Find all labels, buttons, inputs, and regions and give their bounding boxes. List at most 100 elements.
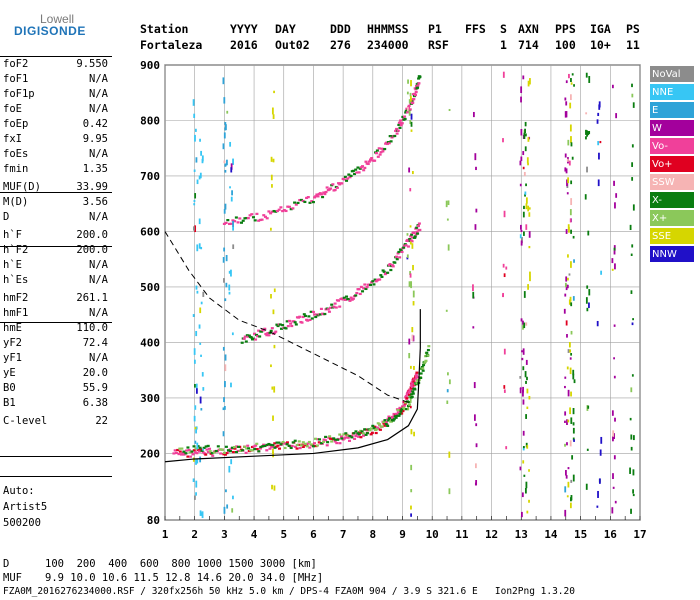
trace-3hop xyxy=(305,196,309,200)
noise-mark xyxy=(196,244,199,252)
noise-mark xyxy=(564,153,567,158)
noise-mark xyxy=(200,354,202,357)
trace-2hop xyxy=(294,323,298,326)
trace-x-mode xyxy=(318,438,322,441)
trace-2hop xyxy=(402,246,406,249)
trace-o-mode xyxy=(202,452,206,455)
trace-2hop xyxy=(266,332,270,335)
noise-mark xyxy=(572,427,575,434)
trace-2hop xyxy=(254,338,258,341)
noise-mark xyxy=(566,158,569,162)
noise-mark xyxy=(522,348,525,355)
ionogram-chart: 1 2 3 4 5 6 7 8 9 10 11 12 13 14 15 16 17802003004005006… xyxy=(140,60,647,541)
trace-2hop xyxy=(341,298,345,301)
trace-x-mode xyxy=(283,446,287,450)
trace-2hop xyxy=(264,332,268,336)
legend-item: NNW xyxy=(650,246,694,264)
trace-3hop xyxy=(362,169,366,172)
noise-mark xyxy=(192,457,195,462)
trace-x-mode xyxy=(368,429,372,432)
noise-mark xyxy=(272,415,274,421)
noise-mark xyxy=(195,426,197,434)
trace-x-mode xyxy=(378,423,382,426)
trace-2hop xyxy=(378,278,382,281)
trace-x-mode xyxy=(392,418,396,421)
noise-mark xyxy=(522,446,525,449)
trace-2hop xyxy=(408,238,412,241)
trace-x-mode xyxy=(224,445,228,448)
trace-o-mode xyxy=(316,438,320,441)
trace-3hop xyxy=(346,177,350,180)
header-label-pps: PPS xyxy=(555,22,576,36)
param-row: foEp 0.42 xyxy=(0,117,112,132)
noise-mark xyxy=(567,419,570,423)
noise-mark xyxy=(505,446,508,450)
trace-x-mode xyxy=(281,440,285,444)
param-value: 200.0 xyxy=(76,229,108,241)
trace-o-mode xyxy=(228,448,232,451)
noise-mark xyxy=(525,481,528,489)
trace-2hop xyxy=(251,337,255,340)
noise-mark xyxy=(566,179,568,187)
param-label: MUF(D) xyxy=(3,181,41,193)
noise-mark xyxy=(566,192,569,195)
noise-mark xyxy=(201,511,204,519)
header-label-ffs: FFS xyxy=(465,22,486,36)
trace-o-mode xyxy=(262,443,266,446)
noise-mark xyxy=(409,405,412,409)
trace-o-mode xyxy=(188,455,192,458)
noise-mark xyxy=(230,459,233,465)
noise-mark xyxy=(585,483,588,490)
noise-mark xyxy=(585,136,587,140)
noise-mark xyxy=(413,365,415,370)
param-row: B0 55.9 xyxy=(0,381,112,396)
param-value: 33.99 xyxy=(76,181,108,193)
trace-x-mode xyxy=(388,417,392,420)
logo-digisonde: DIGISONDE xyxy=(14,24,86,38)
legend-item: X- xyxy=(650,192,694,210)
noise-mark xyxy=(230,382,232,388)
trace-2hop xyxy=(273,331,277,335)
trace-o-mode xyxy=(338,442,342,445)
trace-3hop xyxy=(281,210,285,213)
trace-2hop xyxy=(379,274,383,277)
trace-x-mode xyxy=(415,382,419,385)
trace-o-mode xyxy=(405,397,409,400)
noise-mark xyxy=(223,97,226,104)
trace-3hop xyxy=(233,220,237,223)
x-tick-label: 8 xyxy=(370,528,377,541)
trace-3hop xyxy=(325,186,329,189)
separator xyxy=(0,322,112,323)
trace-x-mode xyxy=(404,401,408,404)
noise-mark xyxy=(527,80,530,87)
trace-o-mode xyxy=(412,380,416,383)
noise-mark xyxy=(567,277,569,281)
trace-x-mode xyxy=(249,449,253,452)
noise-mark xyxy=(568,73,570,79)
noise-mark xyxy=(270,364,272,368)
x-tick-label: 5 xyxy=(280,528,287,541)
noise-mark xyxy=(565,168,568,174)
param-value: N/A xyxy=(89,259,108,271)
noise-mark xyxy=(586,166,588,173)
trace-3hop xyxy=(335,186,339,189)
trace-o-mode xyxy=(173,449,177,452)
noise-mark xyxy=(410,505,412,510)
noise-mark xyxy=(199,456,202,463)
trace-x-mode xyxy=(375,428,379,431)
trace-3hop xyxy=(387,142,391,145)
noise-mark xyxy=(195,426,198,430)
trace-3hop xyxy=(401,115,405,119)
trace-2hop xyxy=(397,250,401,254)
trace-3hop xyxy=(337,182,341,185)
trace-x-mode xyxy=(212,451,216,454)
trace-2hop xyxy=(268,331,272,334)
noise-mark xyxy=(524,133,527,137)
trace-o-mode xyxy=(353,437,357,440)
noise-mark xyxy=(195,480,198,488)
separator xyxy=(0,56,112,57)
header-label-s: S xyxy=(500,22,507,36)
trace-x-mode xyxy=(198,446,202,449)
trace-2hop xyxy=(257,329,261,332)
noise-mark xyxy=(564,167,567,172)
